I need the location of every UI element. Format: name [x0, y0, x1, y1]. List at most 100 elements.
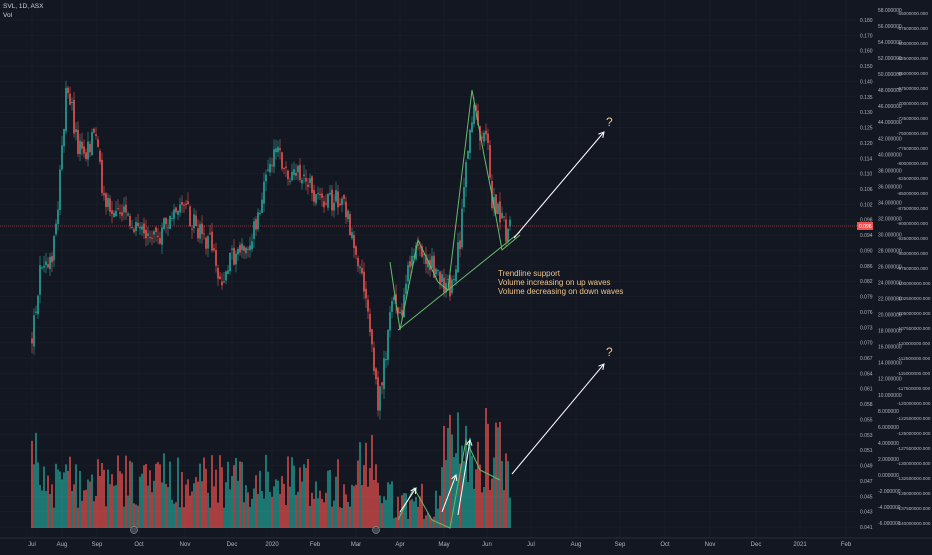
candle-body [279, 148, 281, 151]
candle-body [195, 215, 197, 227]
candle-body [219, 276, 221, 280]
volume-bar [255, 475, 257, 528]
volume-tick-label: 6.000000 [878, 425, 899, 431]
volume-bar [85, 489, 87, 528]
volume-bar [217, 502, 219, 528]
candle-body [71, 102, 73, 104]
right-tick-label: -57500000.000 [897, 26, 928, 31]
volume-bar [189, 495, 191, 528]
candle-body [217, 267, 219, 279]
volume-bar [497, 427, 499, 528]
volume-bar [455, 453, 457, 528]
volume-bar [183, 507, 185, 528]
trendline [397, 231, 521, 331]
time-tick-label: Jun [482, 542, 492, 548]
price-tick-label: 0.047 [860, 479, 873, 485]
volume-bar [475, 469, 477, 528]
time-tick-label: 2020 [265, 542, 279, 548]
candle-body [453, 278, 455, 281]
volume-bar [57, 469, 59, 528]
candle-body [283, 168, 285, 170]
candle-body [237, 248, 239, 255]
candle-body [47, 264, 49, 268]
volume-tick-label: 36.000000 [878, 184, 902, 190]
candle-body [321, 193, 323, 198]
volume-tick-label: 30.000000 [878, 232, 902, 238]
volume-bar [31, 440, 33, 528]
volume-bar [369, 467, 371, 528]
price-tick-label: 0.160 [860, 49, 873, 55]
volume-bar [263, 498, 265, 528]
candle-body [477, 110, 479, 125]
volume-arrow-3-head [465, 438, 473, 446]
last-price-label: 0.096 [859, 224, 872, 230]
volume-bar [131, 462, 133, 528]
volume-bar [77, 507, 79, 528]
candle-body [445, 282, 447, 293]
price-tick-label: 0.180 [860, 18, 873, 24]
candle-body [265, 174, 267, 182]
candle-body [305, 177, 307, 182]
volume-tick-label: 22.000000 [878, 297, 902, 303]
candle-body [135, 221, 137, 231]
candle-body [431, 256, 433, 268]
volume-tick-label: 12.000000 [878, 377, 902, 383]
volume-bar [439, 495, 441, 528]
volume-bar [293, 465, 295, 528]
volume-bar [71, 490, 73, 528]
candle-body [501, 212, 503, 219]
candle-body [393, 296, 395, 301]
right-tick-label: -125000000.000 [897, 431, 931, 436]
candle-body [485, 130, 487, 135]
volume-bar [461, 445, 463, 528]
candle-body [449, 275, 451, 297]
candle-body [225, 271, 227, 281]
candle-body [233, 247, 235, 265]
volume-arrow-1-head [410, 487, 417, 495]
candle-body [399, 312, 401, 314]
candle-body [159, 238, 161, 244]
volume-bar [339, 507, 341, 528]
candle-body [137, 222, 139, 227]
candle-body [337, 191, 339, 208]
volume-bar [73, 484, 75, 528]
candle-body [41, 267, 43, 269]
candle-body [201, 223, 203, 234]
candle-body [435, 268, 437, 275]
candle-body [229, 252, 231, 272]
volume-bar [443, 425, 445, 528]
candle-body [373, 347, 375, 372]
volume-bar [143, 465, 145, 528]
candle-body [189, 206, 191, 227]
candle-body [65, 87, 67, 132]
candle-body [353, 235, 355, 249]
price-tick-label: 0.070 [860, 341, 873, 347]
price-tick-label: 0.094 [860, 233, 873, 239]
volume-tick-label: 46.000000 [878, 104, 902, 110]
candle-body [405, 283, 407, 294]
volume-bar [231, 475, 233, 528]
candle-body [145, 229, 147, 239]
volume-legend[interactable]: Vol [3, 12, 13, 19]
volume-bar [463, 461, 465, 528]
candle-body [341, 198, 343, 205]
volume-bar [421, 483, 423, 528]
volume-bar [107, 469, 109, 528]
candle-body [185, 203, 187, 205]
volume-bar [219, 455, 221, 528]
volume-bar [375, 464, 377, 528]
symbol-legend[interactable]: SVL, 1D, ASX [3, 3, 44, 10]
volume-bar [119, 471, 121, 528]
price-tick-label: 0.053 [860, 433, 873, 439]
volume-bar [233, 465, 235, 528]
candle-body [467, 150, 469, 159]
candle-body [381, 382, 383, 386]
volume-bar [427, 512, 429, 528]
candle-body [403, 294, 405, 318]
volume-bar [193, 483, 195, 528]
candle-body [299, 164, 301, 180]
time-tick-label: May [438, 542, 449, 548]
candle-body [101, 159, 103, 193]
